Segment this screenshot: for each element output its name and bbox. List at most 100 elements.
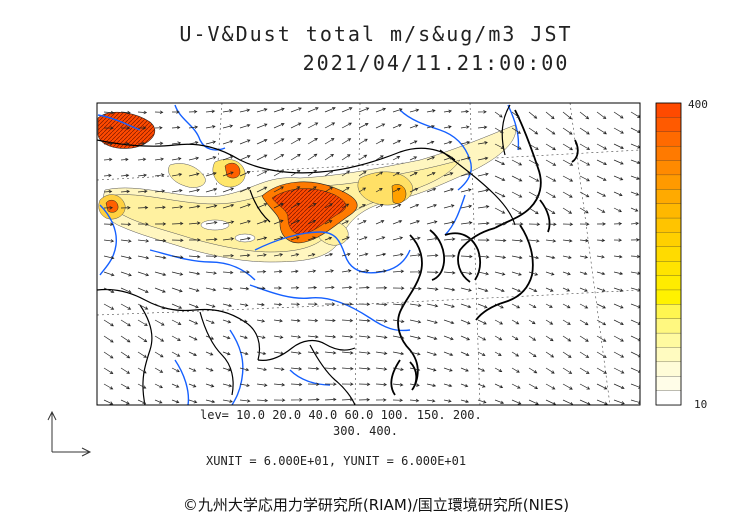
wind-arrow — [477, 238, 490, 242]
wind-arrow — [409, 236, 421, 241]
wind-arrow — [273, 236, 284, 241]
wind-arrow — [409, 108, 420, 113]
wind-arrow — [392, 286, 405, 290]
wind-arrow — [562, 143, 574, 151]
wind-arrow — [494, 351, 502, 356]
wind-arrow — [579, 303, 589, 309]
wind-arrow — [341, 154, 351, 161]
colorbar-swatch — [655, 304, 682, 320]
wind-arrow — [137, 351, 148, 358]
wind-arrow — [239, 236, 251, 241]
wind-arrow — [120, 205, 131, 210]
wind-arrow — [545, 287, 554, 292]
wind-arrow — [256, 383, 268, 387]
wind-arrow — [528, 191, 540, 198]
credit-line: ©九州大学応用力学研究所(RIAM)/国立環境研究所(NIES) — [182, 496, 570, 514]
wind-arrow — [103, 157, 113, 162]
wind-arrow — [154, 157, 165, 161]
wind-arrow — [273, 253, 284, 257]
wind-arrow — [358, 397, 371, 402]
wind-arrow — [205, 319, 215, 324]
wind-arrow — [545, 191, 556, 198]
wind-arrow — [341, 397, 354, 402]
wind-arrow — [273, 123, 285, 129]
wind-arrow — [528, 367, 538, 374]
wind-arrow — [256, 302, 265, 307]
wind-arrow — [239, 399, 251, 403]
wind-arrow — [511, 207, 523, 214]
wind-arrow — [171, 188, 183, 193]
wind-arrow — [477, 367, 486, 372]
contour-levels-continued: 300. 400. — [333, 424, 399, 438]
wind-arrow — [494, 271, 506, 276]
wind-arrow — [273, 302, 283, 307]
wind-arrow — [256, 203, 268, 209]
wind-arrow — [324, 107, 336, 113]
wind-arrow — [341, 382, 354, 386]
wind-arrow — [137, 205, 149, 210]
wind-arrow — [120, 126, 131, 130]
wind-arrow — [545, 303, 553, 308]
wind-arrow — [137, 173, 148, 177]
wind-arrow — [239, 303, 249, 307]
wind-arrow — [579, 287, 588, 292]
wind-arrow — [290, 186, 301, 193]
wind-arrow — [222, 351, 231, 356]
wind-arrow — [307, 153, 318, 161]
wind-arrow — [120, 287, 132, 294]
wind-arrow — [188, 351, 197, 357]
wind-arrow — [511, 143, 522, 150]
map-frame — [96, 102, 641, 406]
wind-arrow — [511, 399, 522, 405]
wind-arrow — [205, 237, 218, 242]
wind-arrow — [290, 398, 303, 402]
wind-arrow — [613, 271, 624, 276]
wind-arrow — [137, 222, 149, 226]
wind-arrow — [477, 319, 487, 325]
wind-arrow — [494, 175, 506, 182]
wind-arrow — [460, 188, 472, 193]
wind-arrow — [239, 367, 250, 372]
wind-arrow — [596, 335, 607, 342]
wind-arrow — [528, 335, 537, 341]
wind-arrow — [562, 127, 573, 135]
wind-arrow — [613, 191, 623, 197]
wind-arrow — [545, 383, 556, 390]
wind-arrow — [341, 318, 354, 323]
colorbar-swatch — [655, 117, 682, 133]
wind-arrow — [154, 255, 167, 260]
wind-arrow — [630, 127, 640, 134]
wind-arrow — [579, 319, 589, 326]
wind-arrow — [375, 123, 386, 129]
wind-arrow — [290, 219, 300, 225]
wind-arrow — [358, 382, 371, 387]
wind-arrow — [426, 383, 437, 388]
wind-arrow — [579, 175, 590, 182]
wind-arrow — [392, 236, 404, 241]
wind-arrow — [324, 285, 335, 290]
wind-arrow — [409, 286, 422, 291]
wind-arrow — [307, 382, 320, 387]
wind-arrow — [426, 287, 439, 291]
wind-arrow — [358, 187, 367, 193]
wind-arrow — [256, 170, 268, 177]
wind-arrow — [409, 303, 422, 308]
wind-arrow — [103, 141, 114, 146]
wind-arrow — [273, 398, 286, 402]
wind-arrow — [222, 171, 234, 177]
wind-arrow — [273, 107, 285, 113]
wind-arrow — [239, 319, 248, 323]
wind-arrow — [205, 383, 215, 388]
wind-arrow — [562, 335, 572, 342]
wind-arrow — [239, 203, 251, 209]
wind-arrow — [528, 111, 538, 119]
wind-arrow — [273, 203, 284, 209]
wind-arrow — [613, 127, 624, 134]
wind-arrow — [222, 319, 232, 324]
wind-arrow — [256, 236, 268, 241]
wind-arrow — [375, 302, 388, 307]
wind-arrow — [324, 302, 336, 306]
wind-arrow — [205, 271, 217, 275]
wind-arrow — [613, 303, 624, 309]
wind-arrow — [273, 138, 285, 145]
